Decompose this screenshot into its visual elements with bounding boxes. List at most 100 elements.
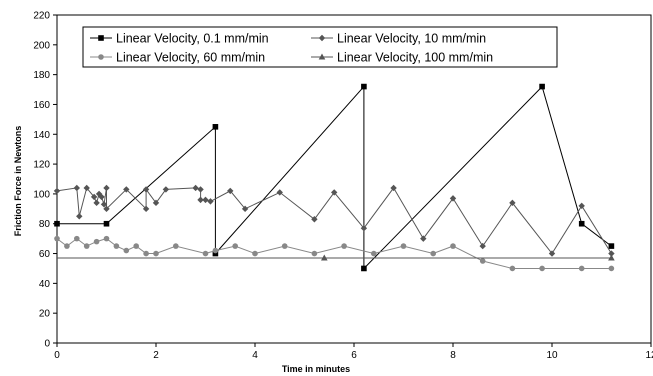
data-point (449, 195, 457, 202)
series-3 (54, 235, 615, 272)
data-point (420, 235, 427, 242)
data-point (578, 265, 585, 272)
legend-marker (318, 34, 326, 42)
legend-item: Linear Velocity, 0.1 mm/min (90, 32, 269, 46)
data-point (479, 258, 486, 264)
data-point (361, 83, 367, 90)
data-point (74, 235, 80, 242)
data-point (608, 265, 615, 272)
legend-label: Linear Velocity, 10 mm/min (337, 32, 486, 46)
data-point (212, 247, 219, 254)
legend-item: Linear Velocity, 100 mm/min (311, 51, 493, 65)
data-point (90, 193, 98, 201)
data-point (83, 184, 90, 192)
data-point (479, 242, 486, 250)
y-tick-label: 140 (33, 130, 50, 141)
legend-box (82, 26, 558, 68)
series-1 (54, 83, 615, 272)
y-tick-label: 100 (33, 189, 50, 200)
data-point (331, 189, 338, 196)
x-tick-label: 0 (54, 350, 60, 361)
series-layer (53, 83, 615, 272)
legend-marker (98, 35, 104, 41)
data-point (197, 196, 204, 204)
data-point (142, 205, 150, 213)
data-point (152, 199, 160, 207)
data-point (361, 265, 367, 272)
data-point (539, 265, 545, 272)
data-point (95, 190, 103, 198)
data-point (509, 265, 516, 272)
data-point (54, 235, 60, 242)
y-tick-label: 20 (39, 309, 51, 320)
data-point (212, 250, 219, 257)
data-point (54, 220, 60, 227)
data-point (76, 213, 83, 220)
x-axis: 0 2 4 6 8 10 12 (54, 343, 653, 361)
y-axis: 0 20 40 60 80 100 120 140 160 180 200 220 (33, 11, 57, 350)
data-point (276, 189, 283, 196)
data-point (123, 186, 130, 193)
data-point (123, 247, 130, 254)
data-point (197, 186, 204, 193)
data-point (548, 250, 556, 257)
series-line (56, 237, 612, 269)
x-axis-title: Time in minutes (282, 364, 350, 374)
data-point (539, 83, 545, 90)
data-point (103, 184, 110, 192)
data-point (153, 250, 159, 257)
data-point (400, 243, 407, 249)
data-point (509, 199, 516, 207)
y-axis-title: Friction Force in Newtons (13, 126, 23, 237)
data-point (192, 184, 199, 192)
legend-marker (318, 53, 326, 60)
data-point (113, 243, 120, 249)
x-tick-label: 10 (546, 350, 558, 361)
legend-label: Linear Velocity, 60 mm/min (116, 51, 265, 65)
x-tick-label: 4 (252, 350, 258, 361)
y-tick-label: 60 (39, 249, 51, 260)
x-tick-label: 12 (645, 350, 653, 361)
data-point (207, 198, 214, 205)
data-point (232, 243, 238, 249)
y-tick-label: 40 (39, 279, 51, 290)
y-tick-label: 80 (39, 219, 51, 230)
data-point (83, 243, 90, 249)
legend-label: Linear Velocity, 100 mm/min (337, 51, 493, 65)
data-point (212, 124, 219, 130)
data-point (341, 243, 347, 249)
y-tick-label: 160 (33, 100, 50, 111)
data-point (578, 202, 585, 210)
data-point (608, 243, 615, 249)
data-point (371, 250, 377, 257)
data-point (608, 250, 615, 257)
legend-item: Linear Velocity, 10 mm/min (311, 32, 486, 46)
data-point (450, 243, 456, 249)
data-point (103, 220, 110, 227)
y-tick-label: 120 (33, 160, 50, 171)
data-point (321, 254, 328, 261)
data-point (252, 250, 258, 257)
x-tick-label: 2 (153, 350, 159, 361)
x-tick-label: 8 (450, 350, 456, 361)
data-point (64, 243, 70, 249)
data-point (360, 225, 368, 232)
data-point (133, 243, 139, 249)
data-point (98, 193, 105, 201)
data-point (103, 205, 110, 213)
data-point (281, 243, 288, 249)
data-point (100, 201, 108, 208)
legend-marker (98, 54, 104, 60)
legend: Linear Velocity, 0.1 mm/min Linear Veloci… (82, 26, 558, 68)
data-point (430, 250, 437, 257)
y-tick-label: 220 (33, 11, 50, 22)
data-point (162, 186, 170, 193)
data-point (227, 187, 234, 195)
data-point (142, 186, 150, 193)
data-point (103, 235, 110, 242)
data-point (93, 199, 100, 207)
data-point (173, 243, 179, 249)
legend-item: Linear Velocity, 60 mm/min (90, 51, 265, 65)
x-tick-label: 6 (351, 350, 357, 361)
